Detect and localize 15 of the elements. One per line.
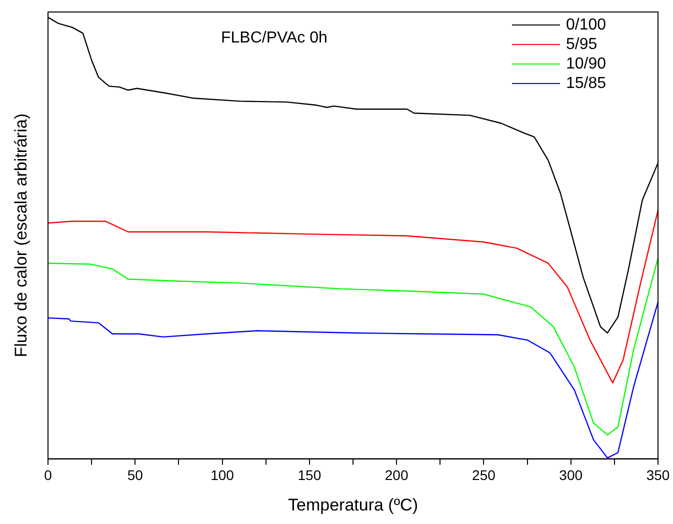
x-tick-label: 300 xyxy=(559,467,583,484)
x-tick-label: 150 xyxy=(298,467,322,484)
x-tick-label: 350 xyxy=(646,467,670,484)
x-tick-label: 200 xyxy=(384,467,408,484)
y-axis-title: Fluxo de calor (escala arbitrária) xyxy=(12,114,31,358)
x-tick-label: 250 xyxy=(472,467,496,484)
x-axis-title: Temperatura (ºC) xyxy=(288,495,418,514)
legend-label: 10/90 xyxy=(566,55,606,72)
legend-label: 15/85 xyxy=(566,74,606,92)
annotation: FLBC/PVAc 0h xyxy=(221,29,328,46)
x-tick-label: 0 xyxy=(44,467,52,484)
legend-label: 0/100 xyxy=(566,16,606,34)
x-tick-label: 50 xyxy=(127,467,144,484)
x-tick-label: 100 xyxy=(210,467,234,484)
legend-label: 5/95 xyxy=(566,36,598,53)
